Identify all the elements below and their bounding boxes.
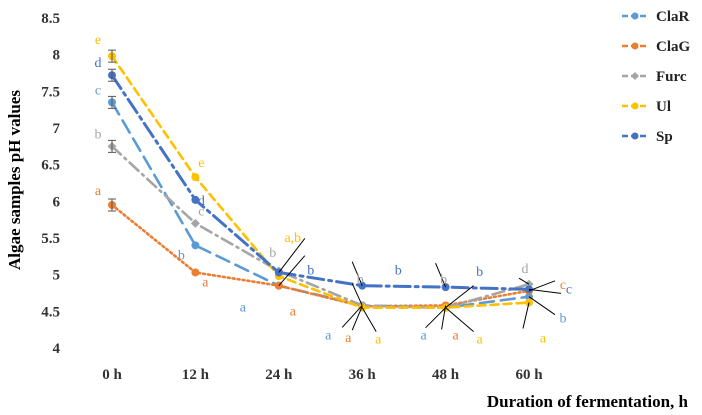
callout-line [351, 261, 363, 286]
significance-letter: b [269, 246, 276, 261]
significance-letter: b [307, 263, 314, 278]
error-bar [108, 95, 116, 109]
significance-letter: c [198, 204, 204, 219]
series-layer [107, 49, 534, 313]
y-axis-title: Algae samples pH values [5, 90, 24, 270]
error-bar [108, 198, 116, 212]
callout-line [441, 305, 447, 330]
error-bar [108, 139, 116, 153]
legend-label-furc: Furc [656, 69, 687, 85]
significance-letter: b [178, 248, 185, 263]
significance-letter: b [560, 312, 567, 327]
x-tick-label: 36 h [349, 367, 377, 383]
significance-letter: c [566, 282, 572, 297]
callout-line [351, 283, 363, 306]
callout-line [278, 238, 306, 273]
y-tick-label: 7.5 [41, 84, 60, 100]
legend-marker [631, 12, 639, 20]
significance-letter: a [202, 275, 209, 290]
significance-letter: b [476, 265, 483, 280]
legend: ClaR ClaG Furc Ul Sp [622, 9, 691, 145]
legend-label-ul: Ul [656, 99, 671, 115]
y-tick-label: 6.5 [41, 158, 60, 174]
series-line-sp [110, 73, 531, 291]
legend-marker [631, 42, 639, 50]
callout-line [351, 306, 363, 331]
series-line-clag [110, 203, 531, 308]
callout-line [528, 288, 562, 294]
series-line-furc [110, 145, 531, 309]
y-tick-label: 5.5 [41, 231, 60, 247]
legend-label-clag: ClaG [656, 39, 691, 55]
error-bar [108, 49, 116, 63]
significance-letter: a [290, 305, 297, 320]
x-tick-label: 48 h [432, 367, 460, 383]
y-tick-label: 4.5 [41, 304, 60, 320]
callout-line [528, 280, 556, 292]
significance-letter: a [452, 328, 459, 343]
callout-line [278, 255, 306, 286]
callout-line [435, 262, 447, 288]
data-point-sp [191, 195, 200, 204]
significance-letter: b [395, 264, 402, 279]
callout-line [518, 277, 530, 285]
significance-letter: a [375, 333, 382, 348]
y-tick-label: 5 [53, 268, 61, 284]
significance-letter: b [357, 272, 364, 287]
y-tick-label: 4 [53, 341, 61, 357]
significance-letter: a [540, 332, 547, 347]
significance-letter: c [560, 278, 566, 293]
x-tick-label: 12 h [182, 367, 210, 383]
callout-line [445, 307, 474, 333]
significance-letter: a [240, 301, 247, 316]
significance-letter: b [440, 273, 447, 288]
significance-letter: d [522, 262, 529, 277]
callout-line [528, 296, 556, 316]
x-tick-label: 24 h [265, 367, 293, 383]
significance-letter: a [325, 328, 332, 343]
significance-letter: e [95, 33, 101, 48]
significance-letter: a [420, 329, 427, 344]
y-tick-label: 7 [53, 121, 61, 137]
series-line-clar [110, 101, 531, 309]
significance-letter: d [198, 194, 205, 209]
legend-label-clar: ClaR [656, 9, 690, 25]
y-tick-label: 8.5 [41, 11, 60, 27]
callout-line [445, 285, 474, 309]
significance-letter: d [95, 56, 102, 71]
error-bar [108, 68, 116, 82]
callout-line [522, 302, 530, 329]
callout-line [341, 305, 363, 328]
y-axis-ticks: 4 4.5 5 5.5 6 6.5 7 7.5 8 8.5 [41, 11, 60, 357]
callout-line [425, 307, 446, 329]
data-point-clar [191, 241, 200, 250]
series-line-ul [110, 54, 531, 309]
x-tick-label: 0 h [102, 367, 122, 383]
significance-letter: a [345, 331, 352, 346]
data-point-clag [191, 268, 200, 277]
data-point-ul [191, 173, 200, 182]
legend-label-sp: Sp [656, 129, 673, 145]
callout-line [361, 307, 377, 332]
significance-letter: a [95, 184, 102, 199]
legend-marker [631, 72, 639, 80]
y-tick-label: 6 [53, 194, 61, 210]
data-point-furc [190, 218, 200, 228]
legend-marker [631, 132, 639, 140]
x-axis-title: Duration of fermentation, h [487, 392, 689, 411]
significance-letter: b [95, 127, 102, 142]
legend-marker [631, 102, 639, 110]
significance-letter: c [95, 83, 101, 98]
y-tick-label: 8 [53, 48, 61, 64]
significance-letter: a [476, 333, 483, 348]
x-tick-label: 60 h [515, 367, 543, 383]
significance-letter: e [198, 156, 204, 171]
significance-letter: a,b [284, 231, 301, 246]
x-axis-ticks: 0 h 12 h 24 h 36 h 48 h 60 h [102, 367, 543, 383]
